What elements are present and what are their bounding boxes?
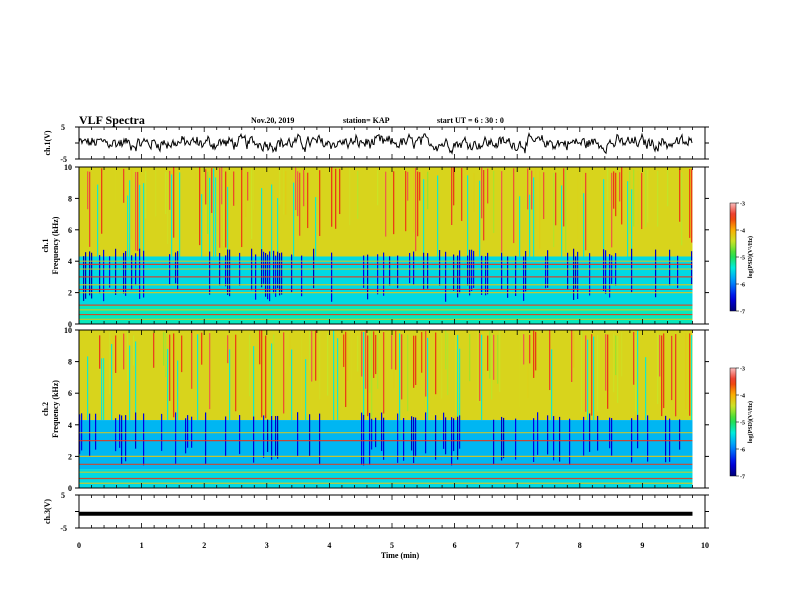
spec1-spectral-streaks (83, 167, 693, 302)
spec2-ytick-label: 6 (68, 389, 72, 398)
spec1-ytick-label: 2 (68, 289, 72, 298)
time-tick-label: 5 (390, 541, 394, 550)
date-label: Nov.20, 2019 (251, 116, 294, 125)
wave3-ylabel: ch.3(V) (43, 499, 52, 524)
spectrogram-ch1-panel: 0 2 4 6 8 10 ch.1 Frequency (kHz) (41, 163, 709, 329)
cbar2-tick-label: -4 (740, 394, 745, 400)
spec2-ytick-label: 0 (68, 484, 72, 493)
colorbar-ch1: -3 -4 -5 -6 -7 log(PSD)(V²/Hz) (729, 202, 754, 316)
time-tick-label: 4 (327, 541, 331, 550)
wave3-ytick-label: 5 (61, 491, 65, 500)
cbar1-tick-label: -6 (740, 283, 745, 289)
colorbar-ch2: -3 -4 -5 -6 -7 log(PSD)(V²/Hz) (729, 367, 754, 481)
waveform-ch3-panel: 5 -5 ch.3(V) (43, 491, 709, 533)
cbar2-gradient (729, 367, 737, 477)
spec2-ytick-label: 2 (68, 452, 72, 461)
cbar2-tick-label: -5 (740, 421, 745, 427)
time-tick-label: 0 (77, 541, 81, 550)
time-tick-label: 10 (701, 541, 709, 550)
cbar1-tick-label: -5 (740, 256, 745, 262)
time-tick-label: 8 (578, 541, 582, 550)
wave1-signal-line (78, 131, 693, 155)
cbar2-tick-label: -6 (740, 448, 745, 454)
time-tick-label: 9 (640, 541, 644, 550)
time-axis: 0 1 2 3 4 5 6 7 8 9 10 (77, 541, 709, 550)
spec2-ylabel-frequency: Frequency (kHz) (51, 380, 60, 438)
spec1-ytick-label: 4 (68, 257, 72, 266)
spec1-ytick-label: 8 (68, 194, 72, 203)
spec2-ylabel-channel: ch.2 (41, 402, 50, 416)
station-label: station= KAP (343, 116, 390, 125)
spec2-mid-band (79, 420, 693, 470)
spec1-ytick-label: 6 (68, 226, 72, 235)
wave3-ytick-label: -5 (60, 524, 67, 533)
figure-title: VLF Spectra (79, 113, 145, 127)
cbar1-label: log(PSD)(V²/Hz) (747, 236, 754, 278)
cbar2-label: log(PSD)(V²/Hz) (747, 401, 754, 443)
spectrogram-ch2-panel: 0 2 4 6 8 10 ch.2 Frequency (kHz) (41, 326, 709, 493)
cbar1-tick-label: -4 (740, 229, 745, 235)
cbar1-tick-label: -7 (740, 310, 745, 316)
cbar2-tick-label: -7 (740, 475, 745, 481)
wave1-ytick-label: -5 (60, 155, 67, 164)
cbar1-tick-label: -3 (740, 202, 745, 208)
cbar1-gradient (729, 202, 737, 312)
time-tick-label: 6 (453, 541, 457, 550)
start-ut-label: start UT = 6 : 30 : 0 (437, 116, 504, 125)
wave1-ylabel: ch.1(V) (43, 130, 52, 155)
spec2-ytick-label: 10 (64, 326, 72, 335)
spec2-upper-band (79, 330, 693, 421)
spec2-ytick-label: 4 (68, 421, 72, 430)
spec2-ytick-label: 8 (68, 358, 72, 367)
x-axis-label: Time (min) (381, 551, 420, 560)
waveform-ch1-panel: 5 -5 ch.1(V) (43, 123, 709, 164)
spec1-ylabel-channel: ch.1 (41, 239, 50, 253)
time-tick-label: 1 (140, 541, 144, 550)
wave1-ytick-label: 5 (61, 123, 65, 132)
time-tick-label: 2 (202, 541, 206, 550)
spec1-ytick-label: 10 (64, 163, 72, 172)
cbar2-tick-label: -3 (740, 367, 745, 373)
spec1-ylabel-frequency: Frequency (kHz) (51, 216, 60, 274)
spec1-ytick-label: 0 (68, 320, 72, 329)
time-tick-label: 7 (515, 541, 519, 550)
time-tick-label: 3 (265, 541, 269, 550)
